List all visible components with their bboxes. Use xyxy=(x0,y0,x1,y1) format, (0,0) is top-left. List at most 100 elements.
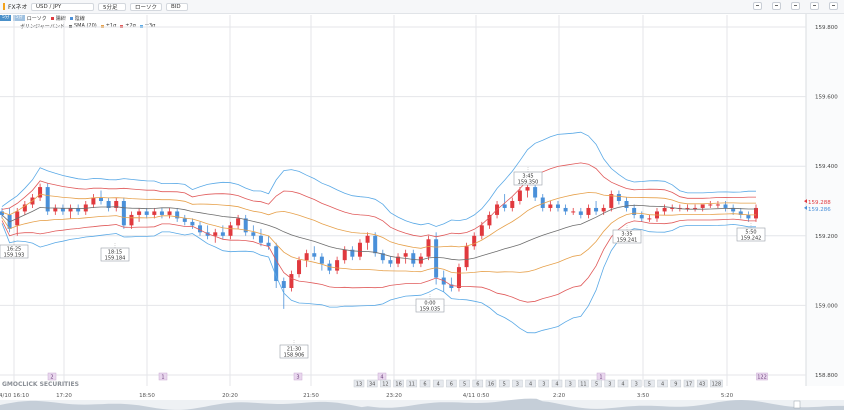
y-tick-label: 159.200 xyxy=(815,234,838,240)
candle-body xyxy=(60,207,65,212)
legend-tag-1[interactable]: 5分 xyxy=(0,15,12,21)
legend-s2-label: ±2σ xyxy=(125,23,136,29)
candle-body xyxy=(525,187,530,191)
candle-body xyxy=(456,267,461,288)
candle-body xyxy=(281,281,286,288)
candle-body xyxy=(746,214,751,219)
candle-body xyxy=(304,253,309,261)
chart-type-icon[interactable] xyxy=(772,2,781,10)
event-bottom-label: 4 xyxy=(555,382,558,388)
candle-body xyxy=(601,207,606,212)
symbol-select[interactable]: USD / JPY xyxy=(31,2,94,11)
candle-body xyxy=(563,207,568,212)
annotation-price: 159.241 xyxy=(617,238,638,244)
event-bottom-box xyxy=(380,379,391,388)
down-swatch-icon xyxy=(69,16,73,20)
event-bottom-label: 6 xyxy=(423,382,426,388)
legend-tag-2[interactable]: 5分 xyxy=(13,15,25,21)
candle-body xyxy=(754,207,758,219)
candle-body xyxy=(517,190,522,201)
navigator-handle xyxy=(793,400,801,409)
annotation-price: 159.193 xyxy=(4,253,25,259)
x-tick-label: 4/10 16:10 xyxy=(0,393,29,399)
candle-body xyxy=(380,253,385,261)
event-bottom-box xyxy=(353,379,365,388)
band-plus-1-sigma xyxy=(1,192,756,249)
legend-down-label: 陰線 xyxy=(74,15,85,22)
event-bottom-label: 16 xyxy=(488,382,494,388)
event-bottom-label: 3 xyxy=(608,382,611,388)
settings-icon[interactable] xyxy=(810,2,819,10)
candle-body xyxy=(159,211,164,215)
legend-row-candles: 5分 5分 ローソク 陽線 陰線 xyxy=(0,14,155,22)
candle-body xyxy=(198,225,203,233)
candle-body xyxy=(449,284,454,288)
candle-body xyxy=(571,211,576,213)
candle-body xyxy=(357,242,362,257)
candle-body xyxy=(152,211,157,215)
candle-body xyxy=(586,207,591,215)
candle-body xyxy=(373,235,378,254)
annotation-price: 158.906 xyxy=(284,353,305,359)
legend-s1-label: ±1σ xyxy=(105,23,117,29)
event-bottom-label: 5 xyxy=(503,382,506,388)
event-top-box xyxy=(293,372,303,381)
event-bottom-box xyxy=(604,379,616,388)
candle-body xyxy=(632,207,637,215)
candle-body xyxy=(510,201,515,208)
event-bottom-label: 4 xyxy=(529,382,532,388)
s1-swatch-icon xyxy=(100,24,104,28)
event-top-box xyxy=(756,372,768,381)
candle-body xyxy=(342,249,347,261)
annotation-time: 21:30 xyxy=(287,347,301,353)
x-tick-label: 20:20 xyxy=(222,393,238,399)
event-bottom-label: 3 xyxy=(516,382,519,388)
event-bottom-label: 16 xyxy=(395,382,401,388)
chart-kind-select[interactable]: ローソク xyxy=(130,2,162,11)
y-tick-label: 159.800 xyxy=(815,25,838,31)
candle-body xyxy=(639,214,644,219)
candle-body xyxy=(403,253,408,257)
price-type-select[interactable]: BID xyxy=(166,2,188,11)
legend-up-label: 陽線 xyxy=(55,15,66,22)
candle-body xyxy=(662,207,667,212)
event-bottom-box xyxy=(538,379,550,388)
candle-body xyxy=(76,207,81,212)
annotation-price: 159.035 xyxy=(420,307,441,313)
candle-body xyxy=(106,201,111,208)
camera-icon[interactable] xyxy=(791,2,800,10)
last-price-label: 159.286 xyxy=(808,207,831,213)
interval-select[interactable]: 5分足 xyxy=(98,2,126,11)
brand-label: FXネオ xyxy=(8,4,28,11)
event-bottom-box xyxy=(419,379,431,388)
event-bottom-label: 4 xyxy=(437,382,440,388)
event-bottom-label: 6 xyxy=(450,382,453,388)
candle-body xyxy=(396,256,401,264)
event-bottom-label: 34 xyxy=(369,382,375,388)
annotation-box xyxy=(612,229,642,244)
annotation-box xyxy=(736,227,766,242)
candle-body xyxy=(121,201,126,226)
annotation-price: 159.242 xyxy=(741,236,762,242)
event-bottom-label: 11 xyxy=(409,382,415,388)
candle-body xyxy=(68,207,73,212)
candle-body xyxy=(464,246,469,268)
candle-body xyxy=(540,197,545,208)
candle-body xyxy=(22,204,27,212)
event-bottom-label: 3 xyxy=(635,382,638,388)
candle-body xyxy=(479,225,484,236)
candle-body xyxy=(137,211,142,215)
popout-icon[interactable] xyxy=(829,2,838,10)
brand: FXネオ xyxy=(3,2,31,11)
event-bottom-label: 5 xyxy=(595,382,598,388)
s2-swatch-icon xyxy=(120,24,124,28)
event-bottom-label: 5 xyxy=(648,382,651,388)
annotation-box xyxy=(0,244,29,259)
candle-body xyxy=(335,260,340,271)
candle-body xyxy=(228,225,233,236)
drawing-icon[interactable] xyxy=(753,2,762,10)
